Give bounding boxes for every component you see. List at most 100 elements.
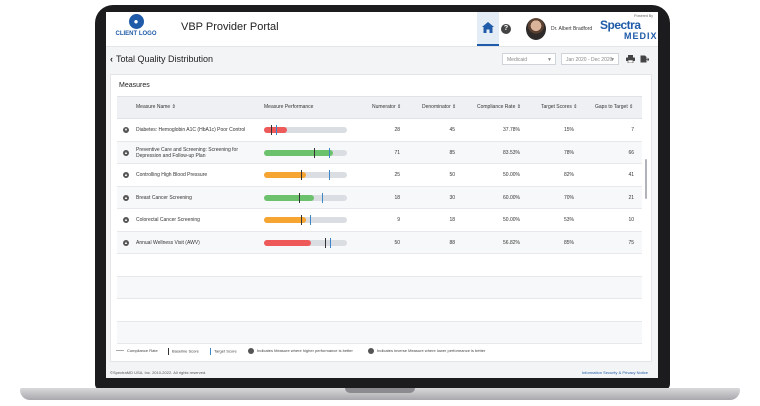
numerator-cell: 9 — [397, 217, 400, 223]
table-row[interactable]: ▲ Controlling High Blood Pressure 25 50 50.0… — [117, 164, 642, 187]
target-score-cell: 15% — [563, 127, 574, 133]
denominator-cell: 88 — [449, 239, 455, 246]
portal-title: VBP Provider Portal — [181, 21, 279, 33]
table-row[interactable]: ▲ Colorectal Cancer Screening 9 18 50.00% 53%… — [117, 209, 642, 232]
target-score-cell: 70% — [563, 194, 574, 201]
measure-name-line1: Preventive Care and Screening: Screening… — [136, 146, 239, 153]
footer: ©SpectraMD USA, Inc. 2010-2022. All righ… — [106, 367, 658, 378]
legend-baseline-label: Baseline Score — [172, 348, 199, 354]
compliance-rate-cell: 50.00% — [503, 172, 520, 178]
home-icon — [482, 22, 494, 33]
baseline-marker — [298, 192, 300, 203]
help-icon[interactable]: ? — [501, 24, 511, 34]
measure-name[interactable]: Controlling High Blood Pressure — [136, 172, 207, 178]
header-target-scores[interactable]: Target Scores ⇕ — [541, 104, 578, 110]
gaps-to-target-cell: 10 — [628, 217, 634, 223]
chevron-down-icon: ▼ — [610, 57, 615, 63]
performance-bar — [264, 215, 347, 225]
baseline-marker — [324, 237, 326, 248]
date-range-select[interactable]: Jan 2020 - Dec 2020 ▼ — [561, 53, 619, 65]
arrow-up-circle-icon: ▲ — [123, 239, 129, 246]
target-marker — [328, 147, 330, 158]
user-name[interactable]: Dr. Albert Bradford — [551, 26, 593, 32]
legend-compliance: Compliance Rate — [116, 348, 158, 353]
measure-name[interactable]: Breast Cancer Screening — [136, 195, 192, 201]
measure-name-line2: Depression and Follow-up Plan — [136, 152, 206, 159]
denominator-cell: 18 — [449, 217, 455, 223]
target-score-cell: 53% — [563, 217, 574, 223]
performance-bar — [264, 192, 347, 203]
privacy-link[interactable]: Information Security & Privacy Notice — [581, 370, 648, 375]
performance-bar-fill — [264, 149, 334, 156]
table-row[interactable]: ▲ Preventive Care and Screening: Screenin… — [117, 141, 642, 164]
performance-bar — [264, 170, 347, 180]
measure-name[interactable]: Preventive Care and Screening: Screening… — [136, 147, 238, 159]
denominator-cell: 30 — [449, 194, 455, 201]
gaps-to-target-cell: 21 — [628, 194, 634, 201]
table-row[interactable]: ▲ Annual Wellness Visit (AWV) 50 88 56.82% 85… — [117, 231, 642, 254]
performance-bar-fill — [264, 239, 312, 246]
header-denominator[interactable]: Denominator ⇕ — [422, 104, 457, 110]
target-score-cell: 82% — [563, 172, 574, 178]
performance-bar-fill — [264, 127, 288, 133]
measure-name[interactable]: Diabetes: Hemoglobin A1C (HbA1c) Poor Co… — [136, 127, 245, 133]
measure-name[interactable]: Annual Wellness Visit (AWV) — [136, 240, 200, 246]
measures-card: Measures Measure Name ⇕ Measure Performa… — [110, 74, 652, 362]
measures-card-title: Measures — [119, 82, 150, 89]
home-tab[interactable] — [477, 12, 499, 46]
legend-target-label: Target Score — [214, 348, 237, 354]
measure-name[interactable]: Colorectal Cancer Screening — [136, 217, 200, 223]
arrow-down-circle-icon — [368, 348, 374, 354]
avatar[interactable] — [526, 18, 546, 40]
header-measure-name[interactable]: Measure Name ⇕ — [136, 104, 176, 110]
legend-baseline-swatch — [168, 348, 169, 355]
legend-lower-label: Indicates inverse Measure where lower pe… — [377, 348, 486, 354]
numerator-cell: 71 — [394, 149, 400, 156]
performance-bar-fill — [264, 172, 306, 178]
baseline-marker — [301, 170, 303, 180]
laptop-notch — [345, 388, 415, 393]
top-header: ● CLIENT LOGO VBP Provider Portal ? Dr. … — [106, 12, 658, 47]
gaps-to-target-cell: 7 — [631, 127, 634, 133]
arrow-down-circle-icon: ▼ — [123, 127, 129, 133]
compliance-rate-cell: 37.78% — [503, 127, 520, 133]
numerator-cell: 18 — [394, 194, 400, 201]
brand-sub: MEDIX — [624, 31, 658, 41]
legend-compliance-label: Compliance Rate — [127, 348, 158, 353]
arrow-up-circle-icon: ▲ — [123, 149, 129, 156]
table-row[interactable]: ▼ Diabetes: Hemoglobin A1C (HbA1c) Poor C… — [117, 119, 642, 142]
table-scrollbar[interactable] — [645, 159, 647, 199]
performance-bar — [264, 125, 347, 135]
page-title[interactable]: ‹ Total Quality Distribution — [110, 54, 213, 64]
header-gaps-to-target[interactable]: Gaps to Target ⇕ — [595, 104, 634, 110]
empty-table-row — [117, 299, 642, 322]
header-measure-performance: Measure Performance — [264, 104, 314, 110]
legend-compliance-swatch — [116, 350, 124, 352]
copyright-text: ©SpectraMD USA, Inc. 2010-2022. All righ… — [110, 370, 207, 375]
denominator-cell: 50 — [449, 172, 455, 178]
performance-bar — [264, 147, 347, 158]
legend-target-swatch — [210, 348, 211, 355]
header-compliance-rate[interactable]: Compliance Rate ⇕ — [477, 104, 521, 110]
performance-bar — [264, 237, 347, 248]
print-icon[interactable] — [626, 55, 635, 63]
legend-higher-label: Indicates Measure where higher performan… — [257, 348, 353, 354]
back-chevron-icon[interactable]: ‹ — [110, 54, 113, 64]
legend-lower: Indicates inverse Measure where lower pe… — [368, 348, 485, 354]
target-score-cell: 85% — [563, 239, 574, 246]
table-row[interactable]: ▲ Breast Cancer Screening 18 30 60.00% 70% 21 — [117, 186, 642, 209]
denominator-cell: 85 — [449, 149, 455, 156]
compliance-rate-cell: 56.82% — [503, 239, 520, 246]
numerator-cell: 50 — [394, 239, 400, 246]
export-icon[interactable] — [640, 55, 649, 63]
numerator-cell: 28 — [394, 127, 400, 133]
denominator-cell: 45 — [449, 127, 455, 133]
brand-powered-by: Powered By — [634, 14, 653, 18]
compliance-rate-cell: 60.00% — [503, 194, 520, 201]
client-logo[interactable]: ● CLIENT LOGO — [112, 14, 160, 44]
payer-select[interactable]: Medicaid ▼ — [502, 53, 556, 65]
page-title-text: Total Quality Distribution — [116, 54, 214, 64]
chevron-down-icon: ▼ — [547, 57, 552, 63]
target-marker — [309, 215, 311, 225]
header-numerator[interactable]: Numerator ⇕ — [372, 104, 402, 110]
